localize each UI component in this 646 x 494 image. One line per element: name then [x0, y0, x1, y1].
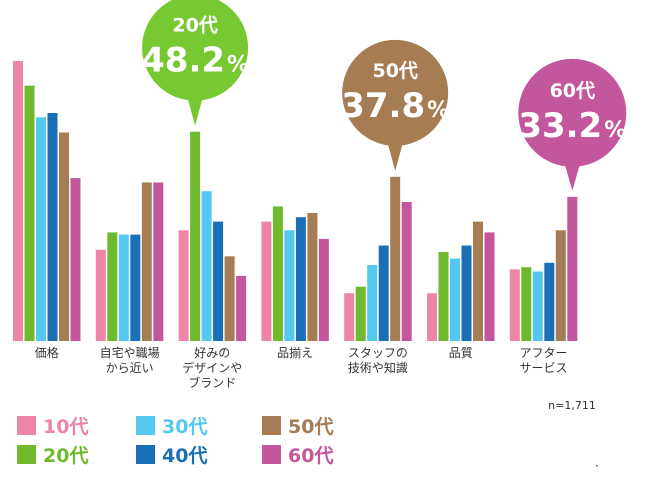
legend-label: 10代	[43, 416, 88, 438]
bar	[213, 221, 224, 341]
bar	[47, 113, 58, 341]
bar	[555, 230, 566, 341]
callout-pointer	[186, 92, 205, 126]
callout-pointer	[386, 137, 405, 171]
bar	[13, 60, 23, 342]
bar	[355, 286, 366, 341]
bar	[130, 234, 141, 341]
bar	[307, 212, 318, 341]
bar	[438, 252, 449, 341]
bar	[427, 293, 437, 341]
legend-swatch	[262, 445, 281, 464]
legend-item: 40代	[136, 445, 207, 467]
callout-age: 20代	[172, 15, 217, 37]
bar	[272, 206, 283, 341]
bar	[484, 232, 495, 341]
bar	[567, 196, 578, 341]
category-label: 品質	[449, 345, 473, 360]
sample-size-note: n=1,711	[548, 399, 596, 412]
callout-value: 37.8%	[341, 86, 449, 126]
corner-dot	[596, 465, 598, 467]
category-label: アフターサービス	[519, 346, 567, 375]
legend-item: 50代	[262, 416, 333, 438]
legend-label: 40代	[162, 445, 207, 467]
legend-item: 20代	[17, 445, 88, 467]
bar	[378, 245, 389, 341]
bar	[284, 230, 295, 341]
legend-label: 50代	[288, 416, 333, 438]
callout-value: 33.2%	[518, 106, 626, 146]
bar	[390, 176, 401, 341]
bar	[261, 221, 272, 341]
legend-swatch	[262, 416, 281, 435]
bar	[36, 117, 46, 341]
legend-item: 60代	[262, 445, 333, 467]
callout-age: 60代	[550, 80, 595, 102]
legend-swatch	[17, 416, 36, 435]
bar	[521, 267, 532, 341]
callout-age: 50代	[372, 60, 417, 82]
bar	[95, 249, 106, 341]
bar	[473, 221, 483, 341]
legend-swatch	[17, 445, 36, 464]
callout-bubble: 60代 33.2%	[518, 58, 627, 191]
callout-pointer	[563, 158, 582, 191]
bar	[118, 234, 129, 341]
bar	[401, 202, 412, 341]
callout-bubble: 20代 48.2%	[141, 0, 249, 126]
bar	[59, 132, 69, 341]
legend-label: 60代	[288, 445, 333, 467]
callout-bubble: 50代 37.8%	[341, 39, 449, 171]
bar	[107, 232, 118, 341]
legend: 10代 20代 30代 40代 50代 60代	[17, 416, 333, 467]
legend-item: 30代	[136, 416, 207, 438]
bar	[153, 182, 164, 341]
bar	[461, 245, 472, 341]
bar	[532, 271, 543, 341]
bar	[318, 238, 329, 341]
legend-swatch	[136, 416, 155, 435]
bars-layer	[13, 60, 578, 342]
bar	[178, 230, 189, 341]
legend-label: 20代	[43, 445, 88, 467]
category-label: 価格	[35, 345, 59, 360]
bar	[24, 85, 35, 341]
bar	[544, 262, 555, 341]
bar	[236, 275, 247, 341]
legend-label: 30代	[162, 416, 207, 438]
callout-circle	[142, 0, 249, 101]
bar	[367, 265, 378, 341]
legend-swatch	[136, 445, 155, 464]
bar	[141, 182, 152, 341]
bar	[201, 191, 212, 341]
legend-item: 10代	[17, 416, 88, 438]
bar	[344, 293, 355, 341]
category-label: 品揃え	[277, 345, 313, 360]
bar	[224, 256, 235, 341]
callout-value: 48.2%	[141, 41, 249, 81]
category-label: 自宅や職場から近い	[100, 345, 160, 375]
category-label: 好みのデザインやブランド	[182, 346, 242, 390]
bar	[295, 217, 306, 341]
bar	[190, 131, 201, 341]
bar	[450, 258, 460, 341]
callouts-layer: 20代 48.2% 50代 37.8% 60代 33.2%	[141, 0, 627, 191]
callout-circle	[342, 39, 449, 146]
callout-circle	[518, 58, 627, 167]
bar	[70, 178, 81, 341]
category-label: スタッフの技術や知識	[348, 346, 408, 375]
bar	[509, 269, 520, 341]
